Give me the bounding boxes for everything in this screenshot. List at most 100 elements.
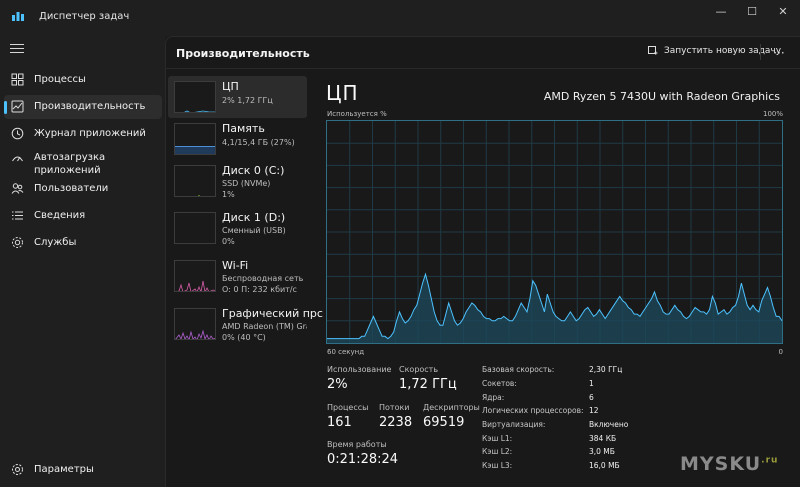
- device-gpu[interactable]: Графический прс AMD Radeon (TM) Grap 0% …: [168, 303, 323, 345]
- cpu-usage-area: [327, 274, 782, 343]
- gpu-thumbnail: [174, 308, 216, 340]
- usage-value: 2%: [327, 377, 348, 392]
- active-indicator: [4, 101, 7, 114]
- more-icon: ···: [773, 46, 785, 60]
- services-icon: [12, 237, 23, 248]
- run-new-task-button[interactable]: Запустить новую задачу: [648, 46, 781, 56]
- nav-performance[interactable]: Производительность: [4, 95, 162, 119]
- nav-settings[interactable]: Параметры: [4, 458, 162, 482]
- device-name: Диск 1 (D:): [222, 211, 286, 224]
- device-name: ЦП: [222, 80, 239, 93]
- spec-label: Ядра:: [482, 393, 505, 402]
- nav-details[interactable]: Сведения: [4, 204, 162, 228]
- spec-label: Кэш L1:: [482, 434, 513, 443]
- nav-label-app-history: Журнал приложений: [34, 128, 146, 139]
- speed-label: Скорость: [399, 365, 439, 374]
- more-options-button[interactable]: ···: [768, 44, 790, 62]
- processes-value: 161: [327, 415, 352, 430]
- device-cpu[interactable]: ЦП 2% 1,72 ГГц: [168, 76, 307, 118]
- nav-label-performance: Производительность: [34, 101, 146, 112]
- mysku-watermark: MYSKU.ru: [680, 453, 778, 475]
- title-bar: [0, 0, 800, 36]
- device-throughput: О: 0 П: 232 кбит/с: [222, 285, 297, 294]
- details-icon: [12, 211, 23, 220]
- speed-value: 1,72 ГГц: [399, 377, 457, 392]
- run-task-label: Запустить новую задачу: [664, 46, 782, 56]
- nav-label-users: Пользователи: [34, 183, 109, 194]
- device-subtitle: Сменный (USB): [222, 226, 286, 235]
- minimize-icon: —: [715, 4, 727, 18]
- spec-value: 3,0 МБ: [589, 447, 615, 456]
- nav-label-details: Сведения: [34, 210, 86, 221]
- processes-icon: [11, 73, 24, 86]
- spec-value: 384 КБ: [589, 434, 617, 443]
- processes-label: Процессы: [327, 403, 369, 412]
- nav-services[interactable]: Службы: [4, 231, 162, 255]
- memory-thumbnail: [174, 123, 216, 155]
- device-subtitle: 2% 1,72 ГГц: [222, 96, 273, 105]
- nav-app-history[interactable]: Журнал приложений: [4, 122, 162, 146]
- handles-value: 69519: [423, 415, 465, 430]
- hamburger-menu-icon[interactable]: [10, 44, 24, 56]
- spec-label: Кэш L3:: [482, 461, 513, 470]
- settings-gear-icon: [12, 464, 23, 475]
- handles-label: Дескрипторы: [423, 403, 480, 412]
- maximize-icon: ☐: [747, 4, 757, 18]
- device-disk-1[interactable]: Диск 1 (D:) Сменный (USB) 0%: [168, 207, 307, 249]
- device-memory[interactable]: Память 4,1/15,4 ГБ (27%): [168, 118, 307, 160]
- cpu-title: ЦП: [326, 81, 359, 105]
- nav-label-processes: Процессы: [34, 74, 86, 85]
- cpu-usage-line: [327, 272, 783, 340]
- spec-label: Виртуализация:: [482, 420, 546, 429]
- watermark-text: MYSKU: [680, 453, 762, 475]
- close-button[interactable]: ✕: [768, 0, 798, 22]
- task-manager-app-icon: [12, 12, 24, 21]
- device-name: Память: [222, 122, 265, 135]
- device-usage: 1%: [222, 190, 235, 199]
- nav-processes[interactable]: Процессы: [4, 68, 162, 92]
- page-title: Производительность: [176, 47, 310, 60]
- threads-value: 2238: [379, 415, 413, 430]
- performance-icon: [11, 100, 24, 113]
- device-subtitle: Беспроводная сеть: [222, 274, 304, 283]
- device-name: Графический прс: [222, 307, 323, 320]
- disk1-thumbnail: [174, 212, 216, 244]
- device-usage: 0%: [222, 237, 235, 246]
- threads-label: Потоки: [379, 403, 410, 412]
- device-disk-0[interactable]: Диск 0 (C:) SSD (NVMe) 1%: [168, 160, 307, 202]
- usage-label: Использование: [327, 365, 392, 374]
- device-subtitle: SSD (NVMe): [222, 179, 271, 188]
- wifi-thumbnail: [174, 260, 216, 292]
- run-task-icon: [648, 46, 658, 55]
- maximize-button[interactable]: ☐: [737, 0, 767, 22]
- header-separator: [166, 68, 800, 69]
- graph-time-label: 60 секунд: [327, 348, 365, 356]
- minimize-button[interactable]: —: [706, 0, 736, 22]
- spec-label: Сокетов:: [482, 379, 517, 388]
- nav-label-services: Службы: [34, 237, 77, 248]
- graph-y-label: Используется %: [327, 110, 387, 118]
- startup-icon: [12, 156, 23, 162]
- watermark-suffix: .ru: [761, 455, 779, 466]
- cpu-model: AMD Ryzen 5 7430U with Radeon Graphics: [543, 90, 780, 103]
- graph-min-label: 0: [778, 348, 783, 356]
- device-usage: 0% (40 °C): [222, 333, 266, 342]
- uptime-label: Время работы: [327, 440, 387, 449]
- device-wifi[interactable]: Wi-Fi Беспроводная сеть О: 0 П: 232 кбит…: [168, 255, 307, 297]
- spec-value: 16,0 МБ: [589, 461, 620, 470]
- cpu-thumbnail: [174, 81, 216, 113]
- spec-value: Включено: [589, 420, 629, 429]
- spec-value: 1: [589, 379, 594, 388]
- nav-users[interactable]: Пользователи: [4, 177, 162, 201]
- device-name: Wi-Fi: [222, 259, 249, 272]
- device-name: Диск 0 (C:): [222, 164, 285, 177]
- disk0-thumbnail: [174, 165, 216, 197]
- nav-startup-apps[interactable]: Автозагрузка приложений: [4, 149, 162, 179]
- spec-value: 12: [589, 406, 599, 415]
- history-icon: [11, 127, 24, 140]
- spec-label: Кэш L2:: [482, 447, 513, 456]
- uptime-value: 0:21:28:24: [327, 452, 399, 467]
- cpu-graph-plot: [327, 121, 783, 343]
- close-icon: ✕: [778, 4, 788, 18]
- graph-max-label: 100%: [762, 110, 783, 118]
